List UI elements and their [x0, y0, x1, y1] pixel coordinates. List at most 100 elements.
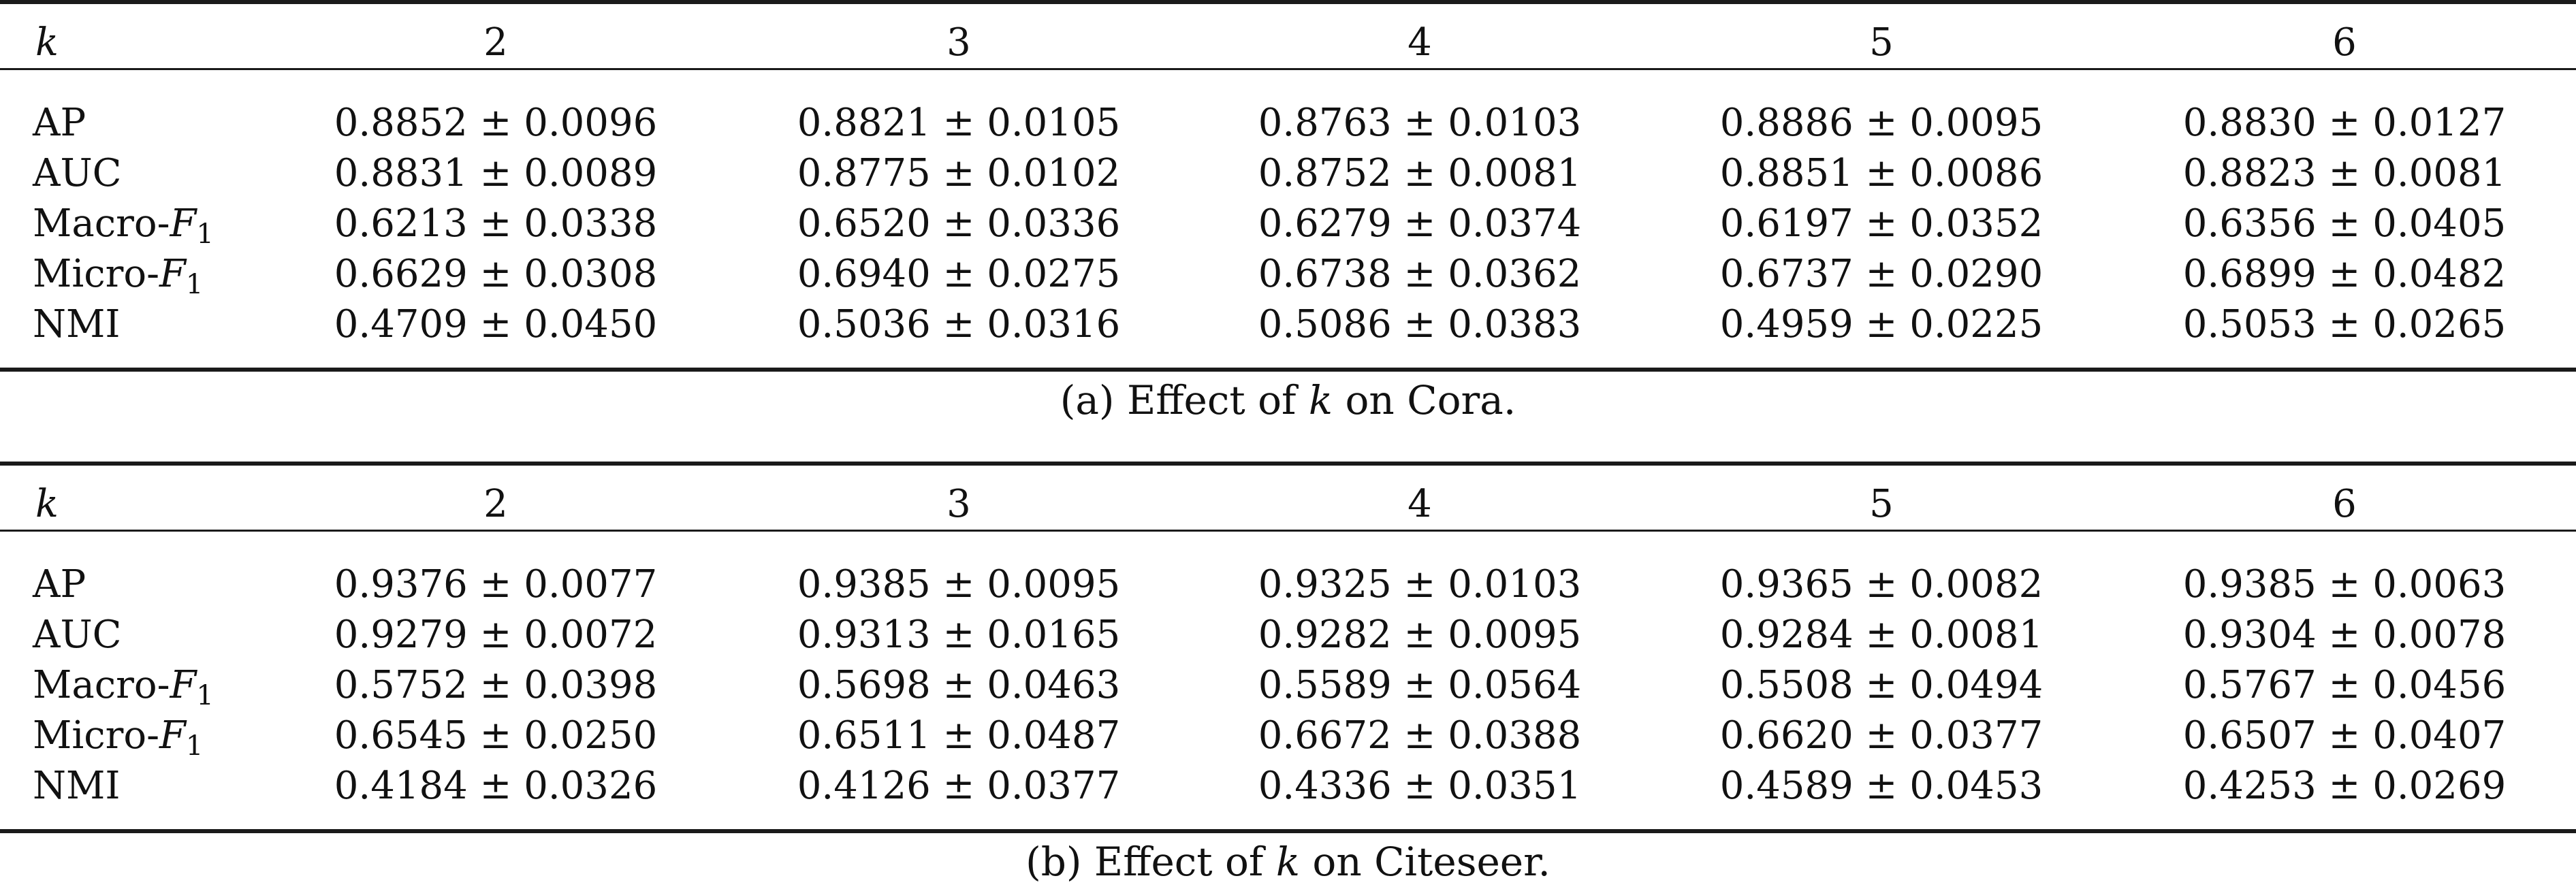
- table-top-rule: [0, 0, 2576, 4]
- table-cell: 0.6738 ± 0.0362: [1258, 252, 1582, 296]
- header-col: 6: [2332, 20, 2357, 65]
- table-cell: 0.6520 ± 0.0336: [797, 201, 1121, 246]
- table-row-auc: AUC 0.9279 ± 0.0072 0.9313 ± 0.0165 0.92…: [0, 610, 2576, 660]
- table-cell: 0.5752 ± 0.0398: [334, 663, 658, 707]
- row-label: Macro-F1: [33, 660, 214, 711]
- table-cell: 0.6197 ± 0.0352: [1719, 201, 2044, 246]
- table-cell: 0.6545 ± 0.0250: [334, 713, 658, 758]
- caption-var: k: [1308, 377, 1333, 423]
- caption-prefix: (b) Effect of: [1025, 839, 1264, 885]
- row-label-var: F: [159, 252, 186, 296]
- table-cell: 0.6620 ± 0.0377: [1719, 713, 2044, 758]
- table-cell: 0.4709 ± 0.0450: [334, 302, 658, 346]
- table-caption: (a) Effect of k on Cora.: [0, 373, 2576, 427]
- table-cell: 0.5036 ± 0.0316: [797, 302, 1121, 346]
- table-cell: 0.4336 ± 0.0351: [1258, 764, 1582, 808]
- table-row-macro-f1: Macro-F1 0.6213 ± 0.0338 0.6520 ± 0.0336…: [0, 199, 2576, 249]
- table-cell: 0.9385 ± 0.0063: [2182, 562, 2507, 607]
- table-header-rule: [0, 530, 2576, 532]
- table-cell: 0.5086 ± 0.0383: [1258, 302, 1582, 346]
- caption-suffix: on Cora.: [1345, 377, 1516, 423]
- table-cell: 0.6279 ± 0.0374: [1258, 201, 1582, 246]
- row-label: NMI: [33, 764, 121, 808]
- caption-var: k: [1275, 839, 1300, 885]
- row-label: AUC: [33, 151, 122, 195]
- row-label-var: F: [170, 663, 197, 707]
- header-col: 5: [1869, 20, 1894, 65]
- row-label: NMI: [33, 302, 121, 346]
- table-cell: 0.9325 ± 0.0103: [1258, 562, 1582, 607]
- row-label: Macro-F1: [33, 199, 214, 249]
- table-cell: 0.8831 ± 0.0089: [334, 151, 658, 195]
- header-col: 6: [2332, 482, 2357, 526]
- table-cell: 0.5053 ± 0.0265: [2182, 302, 2507, 346]
- table-cell: 0.8823 ± 0.0081: [2182, 151, 2507, 195]
- table-cell: 0.6507 ± 0.0407: [2182, 713, 2507, 758]
- table-cell: 0.6629 ± 0.0308: [334, 252, 658, 296]
- table-cell: 0.6672 ± 0.0388: [1258, 713, 1582, 758]
- table-cell: 0.8852 ± 0.0096: [334, 101, 658, 145]
- row-label-prefix: Micro-: [33, 713, 160, 758]
- row-label-sub: 1: [196, 219, 214, 250]
- row-label-var: F: [159, 713, 186, 758]
- table-cell: 0.5508 ± 0.0494: [1719, 663, 2044, 707]
- table-cell: 0.4253 ± 0.0269: [2182, 764, 2507, 808]
- table-cell: 0.5589 ± 0.0564: [1258, 663, 1582, 707]
- table-row-nmi: NMI 0.4709 ± 0.0450 0.5036 ± 0.0316 0.50…: [0, 300, 2576, 350]
- header-col: 2: [483, 20, 508, 65]
- table-cell: 0.4184 ± 0.0326: [334, 764, 658, 808]
- table-cell: 0.9365 ± 0.0082: [1719, 562, 2044, 607]
- caption-prefix: (a) Effect of: [1060, 377, 1297, 423]
- table-row-nmi: NMI 0.4184 ± 0.0326 0.4126 ± 0.0377 0.43…: [0, 761, 2576, 811]
- table-header-row: k 2 3 4 5 6: [0, 479, 2576, 530]
- table-cell: 0.9279 ± 0.0072: [334, 613, 658, 657]
- row-label-sub: 1: [185, 269, 204, 300]
- table-cell: 0.9284 ± 0.0081: [1719, 613, 2044, 657]
- row-label: AUC: [33, 613, 122, 657]
- header-col: 4: [1408, 482, 1432, 526]
- table-cell: 0.6737 ± 0.0290: [1719, 252, 2044, 296]
- table-row-ap: AP 0.8852 ± 0.0096 0.8821 ± 0.0105 0.876…: [0, 98, 2576, 148]
- table-cell: 0.5698 ± 0.0463: [797, 663, 1121, 707]
- table-cell: 0.6356 ± 0.0405: [2182, 201, 2507, 246]
- table-cell: 0.9304 ± 0.0078: [2182, 613, 2507, 657]
- table-cell: 0.8752 ± 0.0081: [1258, 151, 1582, 195]
- caption-suffix: on Citeseer.: [1312, 839, 1551, 885]
- table-row-auc: AUC 0.8831 ± 0.0089 0.8775 ± 0.0102 0.87…: [0, 148, 2576, 199]
- table-cell: 0.8851 ± 0.0086: [1719, 151, 2044, 195]
- table-row-micro-f1: Micro-F1 0.6629 ± 0.0308 0.6940 ± 0.0275…: [0, 249, 2576, 300]
- header-col: 2: [483, 482, 508, 526]
- table-cell: 0.9385 ± 0.0095: [797, 562, 1121, 607]
- table-bottom-rule: [0, 829, 2576, 833]
- table-cell: 0.8763 ± 0.0103: [1258, 101, 1582, 145]
- table-top-rule: [0, 462, 2576, 466]
- table-cell: 0.8886 ± 0.0095: [1719, 101, 2044, 145]
- row-label-sub: 1: [185, 730, 204, 762]
- table-cell: 0.6213 ± 0.0338: [334, 201, 658, 246]
- header-col: 4: [1408, 20, 1432, 65]
- header-col: 3: [947, 482, 971, 526]
- table-cell: 0.8821 ± 0.0105: [797, 101, 1121, 145]
- table-bottom-rule: [0, 368, 2576, 372]
- table-caption: (b) Effect of k on Citeseer.: [0, 835, 2576, 889]
- table-cell: 0.8830 ± 0.0127: [2182, 101, 2507, 145]
- table-row-ap: AP 0.9376 ± 0.0077 0.9385 ± 0.0095 0.932…: [0, 560, 2576, 610]
- row-label-sub: 1: [196, 680, 214, 711]
- row-label: AP: [33, 562, 86, 607]
- table-header-rule: [0, 68, 2576, 70]
- table-cell: 0.9282 ± 0.0095: [1258, 613, 1582, 657]
- table-cell: 0.6899 ± 0.0482: [2182, 252, 2507, 296]
- table-cell: 0.4126 ± 0.0377: [797, 764, 1121, 808]
- row-label: AP: [33, 101, 86, 145]
- table-row-micro-f1: Micro-F1 0.6545 ± 0.0250 0.6511 ± 0.0487…: [0, 711, 2576, 761]
- table-cell: 0.9376 ± 0.0077: [334, 562, 658, 607]
- row-label-var: F: [170, 201, 197, 246]
- table-cell: 0.6511 ± 0.0487: [797, 713, 1121, 758]
- table-cell: 0.8775 ± 0.0102: [797, 151, 1121, 195]
- header-col: 5: [1869, 482, 1894, 526]
- table-row-macro-f1: Macro-F1 0.5752 ± 0.0398 0.5698 ± 0.0463…: [0, 660, 2576, 711]
- row-label-prefix: Macro-: [33, 201, 170, 246]
- table-cell: 0.4959 ± 0.0225: [1719, 302, 2044, 346]
- header-k-label: k: [35, 482, 59, 526]
